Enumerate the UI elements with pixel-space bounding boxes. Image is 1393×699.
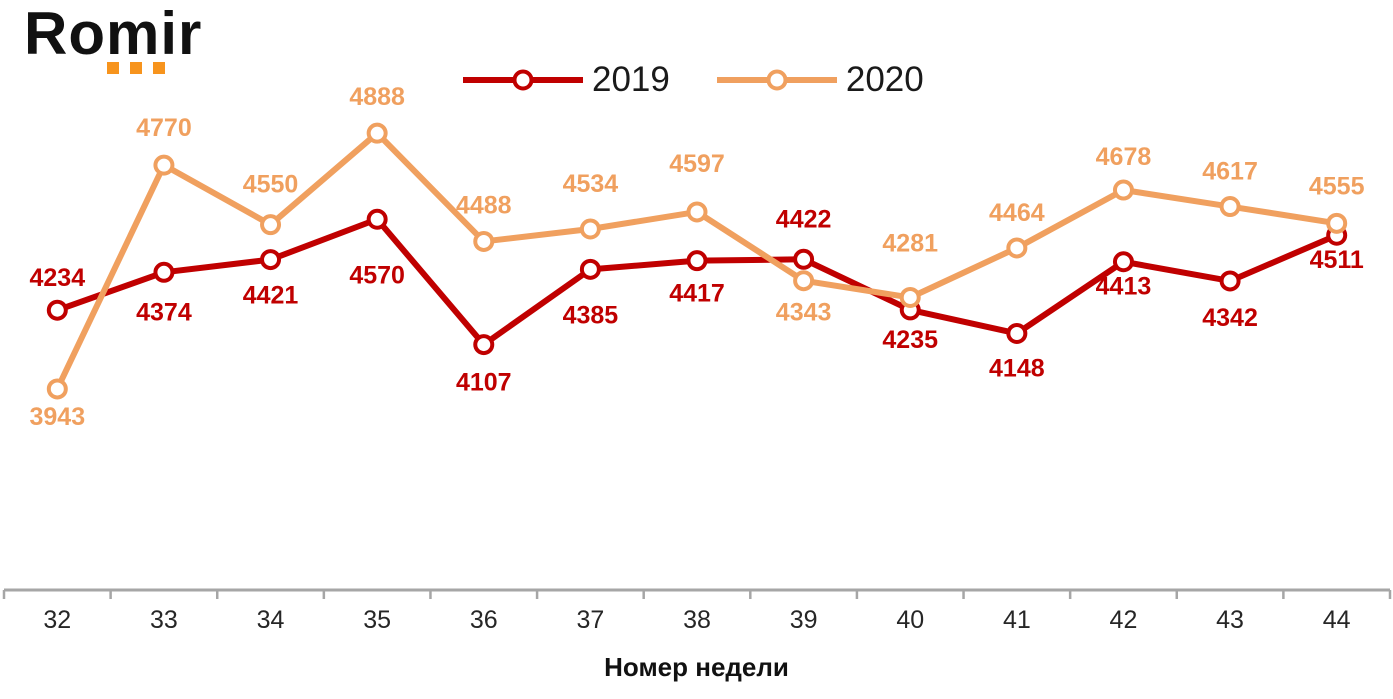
data-point-label-2020: 4464 [989,199,1045,227]
romir-logo-dots [107,62,165,74]
data-point-marker-2019 [46,299,68,321]
data-point-label-2020: 4343 [776,299,832,327]
data-point-marker-2020 [1326,212,1348,234]
data-point-label-2019: 4342 [1202,304,1258,332]
data-point-label-2019: 4235 [882,326,938,354]
data-point-label-2019: 4107 [456,369,512,397]
data-point-label-2019: 4234 [29,264,85,292]
data-point-label-2020: 4888 [349,83,405,111]
data-point-label-2020: 4281 [882,229,938,257]
data-point-label-2019: 4511 [1310,246,1364,274]
data-point-marker-2020 [473,230,495,252]
x-axis-tick-label: 40 [896,606,924,634]
data-point-label-2020: 4678 [1096,143,1152,171]
legend-line-marker-2020-icon [716,69,837,90]
legend-label-2019: 2019 [592,60,670,99]
data-point-label-2019: 4148 [989,354,1045,382]
data-point-marker-2019 [153,261,175,283]
x-axis-tick-label: 33 [150,606,178,634]
logo-dot-icon [130,62,142,74]
data-point-marker-2019 [1006,322,1028,344]
data-point-marker-2019 [793,248,815,270]
data-point-label-2020: 3943 [29,403,85,431]
data-point-marker-2020 [366,122,388,144]
data-point-marker-2020 [899,286,921,308]
data-point-label-2019: 4374 [136,298,192,326]
x-axis-tick-label: 34 [257,606,285,634]
data-point-marker-2019 [1219,270,1241,292]
x-axis-tick-label: 37 [576,606,604,634]
x-axis-tick-label: 35 [363,606,391,634]
data-point-label-2020: 4770 [136,114,192,142]
logo-dot-icon [107,62,119,74]
data-point-label-2020: 4617 [1202,158,1258,186]
data-point-marker-2019 [473,334,495,356]
x-axis-tick-label: 38 [683,606,711,634]
x-axis-tick-label: 32 [43,606,71,634]
data-point-marker-2020 [153,154,175,176]
data-point-marker-2020 [260,214,282,236]
chart-legend: 2019 2020 [463,62,924,97]
data-point-marker-2020 [686,201,708,223]
data-point-marker-2020 [579,218,601,240]
data-point-marker-2019 [366,208,388,230]
legend-item-2020: 2020 [716,60,924,99]
data-point-marker-2020 [1006,237,1028,259]
data-point-label-2020: 4534 [563,170,619,198]
data-point-label-2019: 4570 [349,261,405,289]
x-axis-tick-label: 43 [1216,606,1244,634]
romir-logo: Romir [0,0,260,90]
data-point-label-2019: 4413 [1096,273,1152,301]
data-point-marker-2020 [46,378,68,400]
x-axis-tick-label: 44 [1323,606,1351,634]
legend-line-marker-2019-icon [463,69,583,90]
data-point-marker-2019 [686,250,708,272]
data-point-label-2020: 4550 [243,171,299,199]
series-labels-2019: 4234 4374 4421 4570 4107 4385 4417 4422 4235 4148… [29,205,1363,396]
series-labels-2020: 3943 4770 4550 4888 4488 4534 4597 4343 4281 4464… [29,83,1364,431]
x-axis-tick-label: 36 [470,606,498,634]
series-2020 [46,122,1348,400]
legend-item-2019: 2019 [463,62,670,97]
x-axis-tick-label: 41 [1003,606,1031,634]
data-point-label-2019: 4422 [776,205,832,233]
x-axis-tick-label: 39 [790,606,818,634]
data-point-label-2020: 4488 [456,191,512,219]
data-point-marker-2019 [579,258,601,280]
x-axis-tick-label: 42 [1110,606,1138,634]
data-point-label-2019: 4385 [563,301,619,329]
data-point-marker-2019 [1112,251,1134,273]
data-point-marker-2019 [260,249,282,271]
data-point-marker-2020 [793,270,815,292]
data-point-label-2020: 4555 [1309,172,1365,200]
data-point-label-2019: 4421 [243,282,299,310]
romir-logo-text: Romir [24,0,203,67]
x-axis-title: Номер недели [604,652,789,682]
legend-label-2020: 2020 [845,60,924,99]
data-point-label-2020: 4597 [669,150,725,178]
data-point-marker-2020 [1112,179,1134,201]
data-point-marker-2020 [1219,196,1241,218]
logo-dot-icon [153,62,165,74]
data-point-label-2019: 4417 [669,280,725,308]
